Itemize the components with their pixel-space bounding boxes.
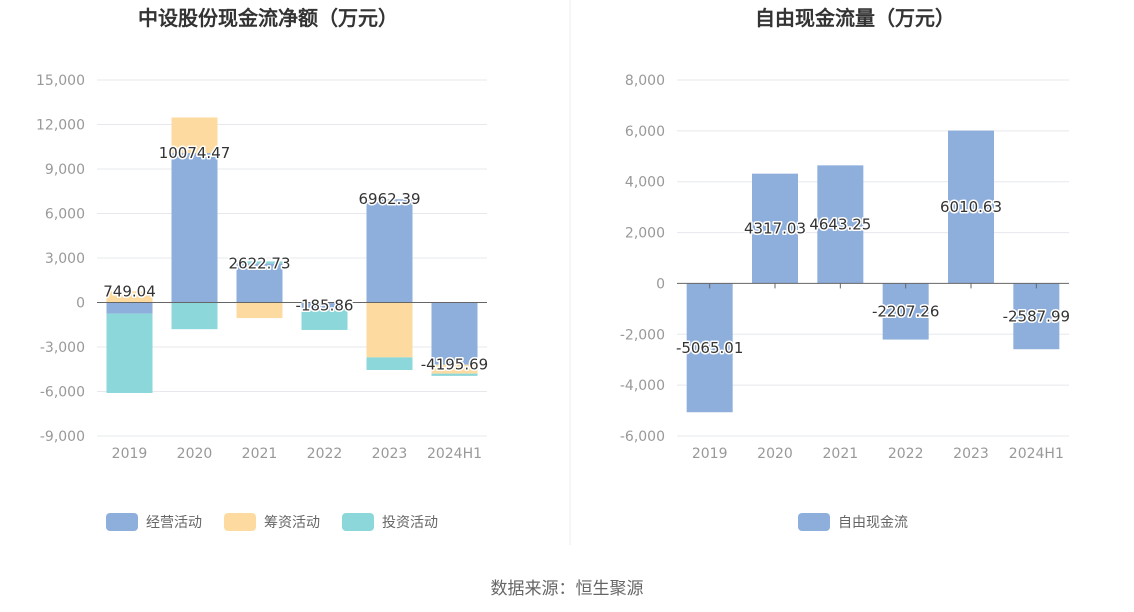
free-cash-flow-label: -2587.99	[1003, 307, 1070, 325]
y-tick-label: 8,000	[625, 73, 665, 89]
right-chart-title: 自由现金流量（万元）	[755, 6, 955, 30]
y-tick-label: 6,000	[625, 124, 665, 140]
legend-label: 投资活动	[382, 515, 438, 531]
y-tick-label: 2,000	[625, 226, 665, 242]
left-chart-plot: 15,000 12,000 9,000 6,000 3,000 0 -3,000 -6,000…	[36, 73, 490, 531]
legend-swatch	[224, 513, 256, 531]
x-tick-label: 2019	[112, 446, 148, 462]
x-tick-label: 2022	[307, 446, 343, 462]
financing-bar	[431, 364, 478, 374]
free-cash-flow-bar	[686, 283, 733, 413]
y-tick-label: 12,000	[36, 118, 85, 134]
x-tick-label: 2021	[242, 446, 278, 462]
net-cash-flow-label: 10074.47	[159, 144, 231, 162]
net-cash-flow-label: -185.86	[296, 296, 354, 314]
investing-bar	[106, 313, 153, 393]
y-tick-label: 0	[76, 296, 85, 312]
x-tick-label: 2020	[757, 446, 793, 462]
free-cash-flow-label: -2207.26	[872, 302, 939, 320]
x-tick-label: 2024H1	[427, 446, 482, 462]
investing-bar	[431, 373, 478, 376]
operating-bar	[106, 302, 153, 314]
operating-bar	[236, 263, 283, 303]
financing-bar	[171, 117, 218, 154]
x-tick-label: 2019	[692, 446, 728, 462]
legend-label: 经营活动	[146, 515, 202, 531]
x-tick-label: 2020	[177, 446, 213, 462]
free-cash-flow-label: 4317.03	[744, 220, 806, 238]
investing-bar	[171, 302, 218, 330]
legend-label: 筹资活动	[264, 514, 320, 531]
y-tick-label: -6,000	[40, 385, 85, 401]
y-tick-label: 0	[656, 276, 665, 292]
data-source-note: 数据来源：恒生聚源	[490, 579, 644, 599]
net-cash-flow-label: 749.04	[103, 282, 156, 300]
y-tick-label: 3,000	[45, 251, 85, 267]
free-cash-flow-bar	[882, 283, 929, 340]
y-tick-label: 4,000	[625, 175, 665, 191]
free-cash-flow-bar	[1013, 283, 1060, 350]
free-cash-flow-label: 4643.25	[809, 215, 871, 233]
x-tick-label: 2023	[372, 446, 408, 462]
free-cash-flow-label: -5065.01	[676, 339, 743, 357]
legend-label: 自由现金流	[838, 515, 908, 531]
operating-bar	[301, 302, 348, 310]
y-tick-label: 15,000	[36, 73, 85, 89]
free-cash-flow-bar	[817, 165, 864, 284]
legend-swatch	[798, 513, 830, 531]
y-tick-label: 9,000	[45, 162, 85, 178]
operating-bar	[171, 153, 218, 303]
net-cash-flow-label: 2622.73	[228, 255, 290, 273]
legend-swatch	[342, 513, 374, 531]
left-chart-title: 中设股份现金流净额（万元）	[138, 6, 398, 30]
investing-bar	[236, 261, 283, 264]
y-tick-label: -9,000	[40, 429, 85, 445]
financing-bar	[106, 291, 153, 303]
legend-swatch	[106, 513, 138, 531]
x-tick-label: 2024H1	[1009, 446, 1064, 462]
x-tick-label: 2021	[823, 446, 859, 462]
net-cash-flow-label: 6962.39	[358, 190, 420, 208]
free-cash-flow-label: 6010.63	[940, 198, 1002, 216]
investing-bar	[366, 357, 413, 370]
y-tick-label: -6,000	[620, 429, 665, 445]
financing-bar	[366, 302, 413, 358]
y-tick-label: -4,000	[620, 378, 665, 394]
y-tick-label: -2,000	[620, 327, 665, 343]
y-tick-label: 6,000	[45, 207, 85, 223]
x-tick-label: 2022	[888, 446, 924, 462]
operating-bar	[431, 302, 478, 365]
financing-bar	[236, 302, 283, 319]
free-cash-flow-bar	[948, 130, 994, 284]
right-chart-plot: 8,000 6,000 4,000 2,000 0 -2,000 -4,000 -6,000 2…	[620, 73, 1072, 531]
x-tick-label: 2023	[953, 446, 989, 462]
net-cash-flow-label: -4195.69	[421, 356, 488, 374]
operating-bar	[366, 199, 413, 303]
free-cash-flow-bar	[752, 173, 798, 284]
y-tick-label: -3,000	[40, 340, 85, 356]
investing-bar	[301, 309, 348, 330]
